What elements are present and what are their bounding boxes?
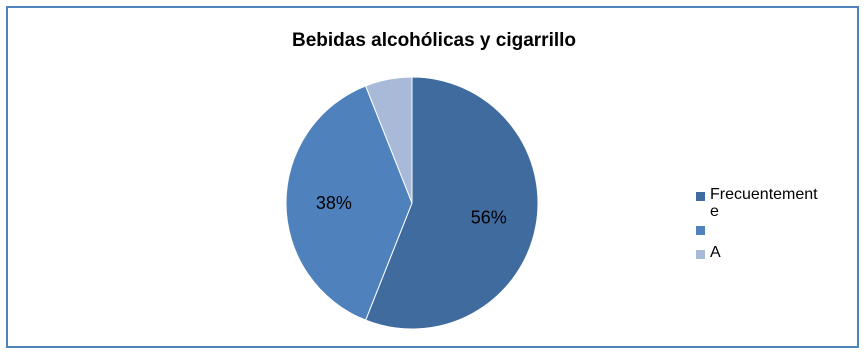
legend-label-a: A [710, 244, 721, 261]
legend-label-frecuentemente-line2: e [710, 203, 719, 220]
pie-data-label-1: 38% [316, 193, 352, 213]
pie-data-labels: 56% 38% [316, 193, 507, 228]
pie-slices [285, 76, 539, 330]
pie-slice-unlabeled-1 [285, 85, 413, 321]
legend-swatch-a [696, 250, 705, 259]
legend-swatch-frecuentemente [696, 192, 705, 201]
legend-swatch-2 [696, 226, 705, 235]
legend-label-frecuentemente-line1: Frecuentement [710, 186, 818, 203]
chart-title: Bebidas alcohólicas y cigarrillo [291, 30, 577, 51]
pie-slice-frecuentemente [364, 76, 539, 330]
pie-data-label-0: 56% [471, 208, 507, 228]
pie-slice-a [364, 76, 413, 204]
